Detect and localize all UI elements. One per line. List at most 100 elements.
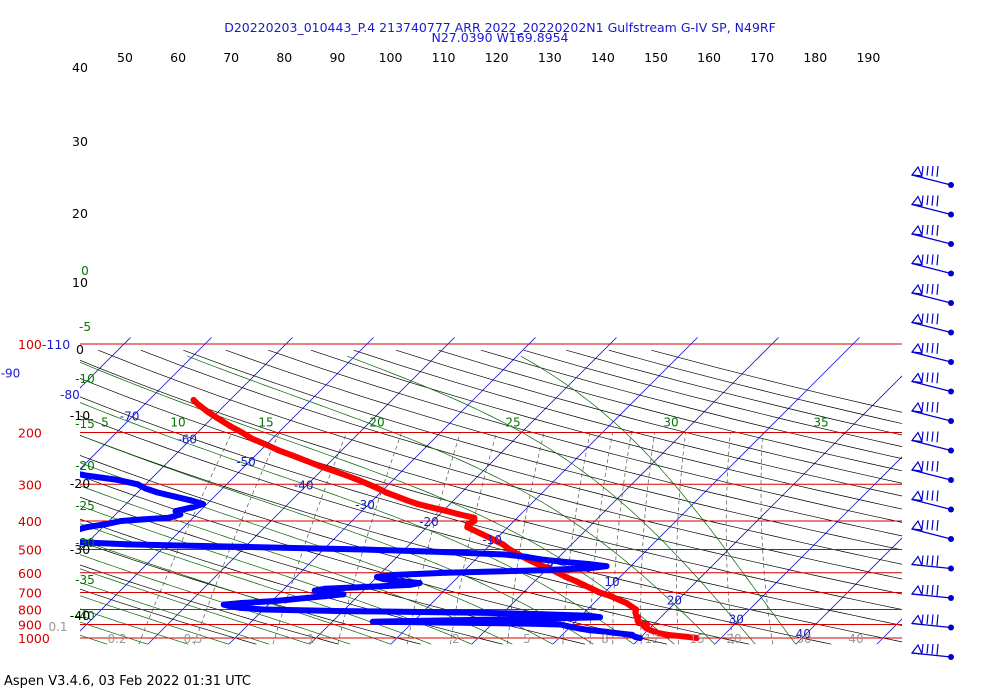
wind-barb-flag <box>936 372 939 384</box>
temperature-profile-point <box>343 472 350 479</box>
dewpoint-profile-point <box>369 618 376 625</box>
dewpoint-profile-point <box>59 468 65 474</box>
isotherm-line <box>552 337 860 645</box>
dewpoint-profile-point <box>489 620 496 627</box>
temperature-profile-point <box>654 629 661 636</box>
dewpoint-profile-point <box>526 567 533 574</box>
wind-barb-dot <box>948 624 954 631</box>
dewpoint-profile-point <box>539 611 546 618</box>
wind-barb-dot <box>948 536 954 542</box>
wind-barb-pennant <box>910 614 923 626</box>
wind-barb-flag <box>926 401 929 412</box>
temperature-profile-point <box>355 476 362 483</box>
isotherm-line <box>80 337 293 551</box>
dewpoint-profile-point <box>476 609 482 616</box>
wind-barb-pennant <box>910 401 923 413</box>
dewpoint-profile-point <box>227 603 234 610</box>
wind-barb-staff <box>911 498 952 511</box>
wind-barb <box>910 254 954 277</box>
wind-barb-flag <box>926 555 929 566</box>
wind-barb <box>910 490 954 513</box>
dewpoint-profile-point <box>42 533 48 539</box>
pressure-label: 900 <box>18 618 42 633</box>
dewpoint-profile-point <box>35 463 41 469</box>
wind-barb-flag <box>931 555 934 566</box>
temperature-profile-point <box>263 441 270 448</box>
wind-barb-flag <box>931 519 934 531</box>
wind-barb-flag <box>936 342 939 354</box>
dewpoint-profile-point <box>603 563 610 570</box>
wind-barb-flag <box>921 254 924 264</box>
temperature-profile-point <box>190 397 197 403</box>
top-axis-label: 170 <box>750 50 774 65</box>
dewpoint-profile-point <box>61 530 67 536</box>
dry-adiabat-line <box>80 396 902 626</box>
wind-barb-dot <box>948 270 954 277</box>
moist-adiabat-label: 20 <box>369 416 384 430</box>
wind-barb-pennant <box>910 460 923 472</box>
wind-barb-flag <box>931 584 934 596</box>
temperature-profile-point <box>471 514 478 521</box>
left-moist-label: 0 <box>81 264 89 278</box>
wind-barb-flag <box>936 283 939 295</box>
isotherm-line <box>309 337 617 645</box>
wind-barb-staff <box>911 528 952 540</box>
dewpoint-profile-point <box>220 601 227 608</box>
dewpoint-profile-point <box>200 501 206 507</box>
mixing-ratio-label: 40 <box>848 632 863 646</box>
wind-barb <box>910 313 954 336</box>
isotherm-line <box>633 375 902 645</box>
wind-barb-pennant <box>910 254 923 266</box>
wind-barb-flag <box>936 431 939 443</box>
dewpoint-profile-point <box>165 514 172 521</box>
mixing-ratio-label: 5 <box>523 632 531 646</box>
mixing-ratio-label: 0.2 <box>107 632 126 646</box>
moist-adiabat-line <box>80 582 270 645</box>
wind-barb-staff <box>911 174 952 186</box>
wind-barb-staff <box>911 203 952 216</box>
wind-barb-flag <box>926 195 929 206</box>
dry-adiabat-line <box>651 349 902 413</box>
wind-barb-flag <box>931 195 934 206</box>
temperature-profile-point <box>693 635 700 641</box>
dry-adiabat-line <box>80 475 668 645</box>
isotherm-label: -10 <box>482 533 502 547</box>
chart-location: N27.0390 W169.8954 <box>431 30 569 45</box>
moist-adiabat-line <box>80 595 229 645</box>
wind-barb-pennant <box>910 555 923 567</box>
temperature-profile-point <box>204 408 211 415</box>
wind-barb-flag <box>921 555 924 565</box>
dry-adiabat-line <box>80 359 902 595</box>
wind-barb <box>910 224 954 247</box>
temperature-profile-point <box>227 423 233 429</box>
moist-adiabat-label: 30 <box>663 416 678 430</box>
left-moist-label: -30 <box>75 536 95 550</box>
left-moist-label: -40 <box>75 609 95 623</box>
isotherm-line <box>471 337 779 645</box>
wind-barb-staff <box>911 292 952 304</box>
left-dry-label: -40 <box>70 608 90 623</box>
wind-barb-dot <box>948 329 954 336</box>
wind-barb <box>910 460 954 483</box>
dewpoint-profile-point <box>123 541 130 548</box>
temperature-profile-point <box>428 504 435 511</box>
wind-barb-pennant <box>910 342 923 354</box>
wind-barb-staff <box>911 233 952 245</box>
wind-barb-dot <box>948 388 954 395</box>
wind-barb-flag <box>921 313 924 323</box>
wind-barb-flag <box>926 643 929 654</box>
isotherm-label: -30 <box>355 498 375 512</box>
temperature-profile-point <box>383 489 390 496</box>
wind-barb-flag <box>921 460 924 471</box>
isotherm-line <box>714 456 902 645</box>
wind-barb-flag <box>931 643 934 655</box>
dewpoint-profile-point <box>188 504 195 511</box>
temperature-profile-point <box>633 606 640 613</box>
dewpoint-profile-point <box>9 453 15 459</box>
dewpoint-profile-point <box>600 628 607 635</box>
wind-barb-flag <box>926 460 929 471</box>
mixing-ratio-label: 30 <box>796 632 811 646</box>
wind-barb-pennant <box>910 224 923 236</box>
wind-barb-flag <box>931 490 934 501</box>
